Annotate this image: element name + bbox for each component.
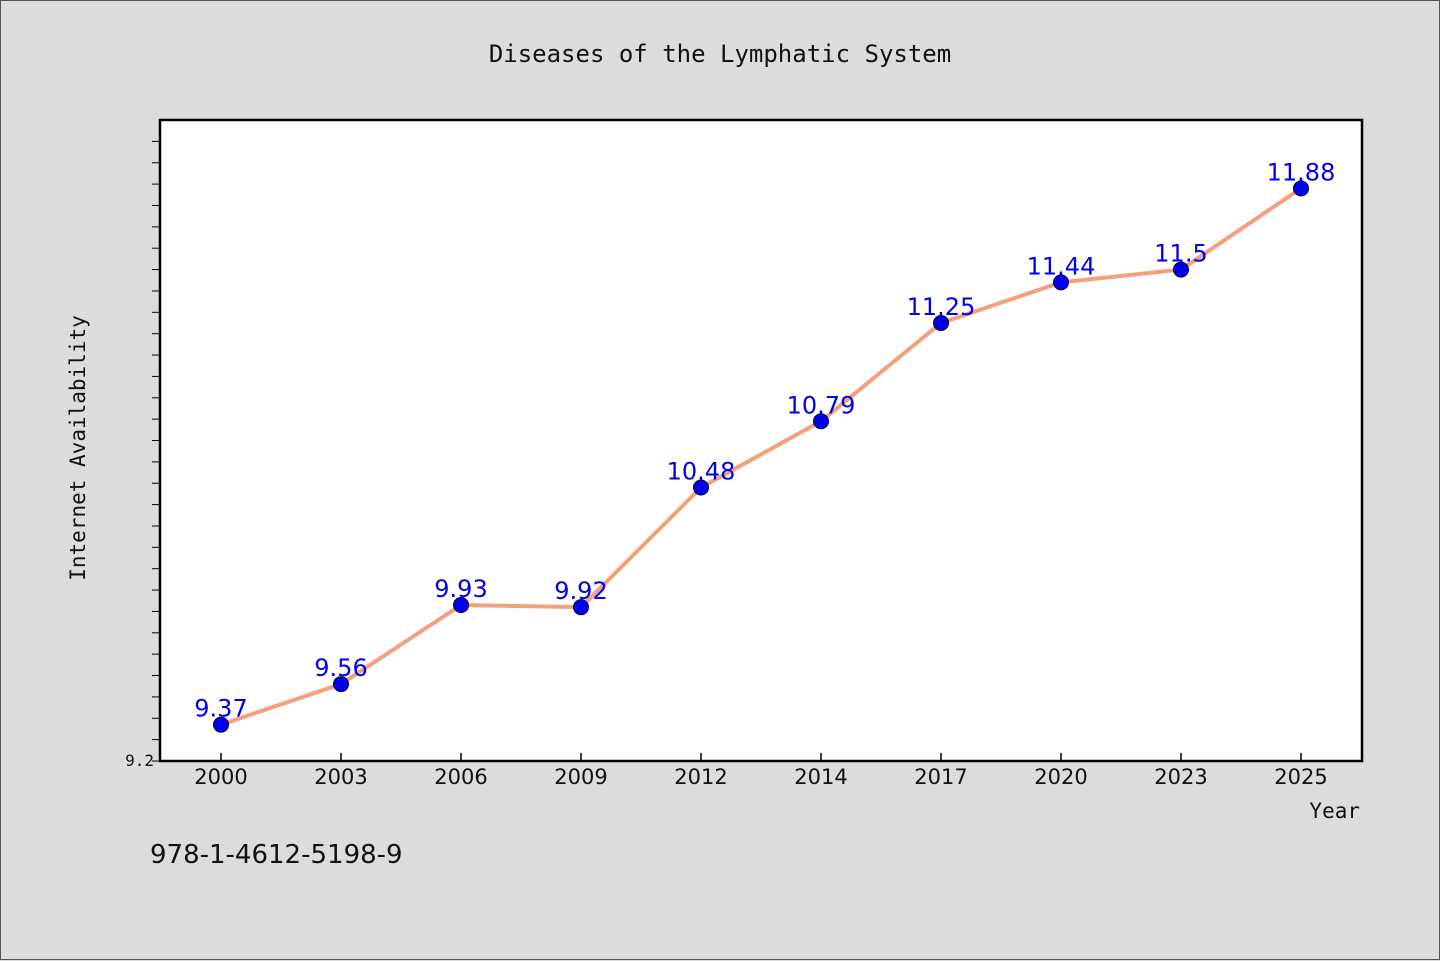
data-point (453, 597, 469, 614)
x-tick-label: 2014 (794, 765, 847, 789)
x-tick-label: 2023 (1154, 765, 1207, 789)
x-tick-label: 2017 (914, 765, 967, 789)
data-point (813, 413, 829, 430)
plot-area (158, 118, 1364, 763)
data-label: 9.56 (314, 654, 367, 682)
isbn-footer: 978-1-4612-5198-9 (150, 840, 403, 870)
data-point (1173, 261, 1189, 278)
data-markers (213, 180, 1309, 733)
x-axis-title: Year (1309, 799, 1360, 823)
data-label: 9.92 (554, 577, 607, 605)
data-label: 11.88 (1267, 158, 1336, 186)
data-label: 11.44 (1027, 252, 1096, 280)
series-line (219, 186, 1303, 727)
x-tick-label: 2025 (1274, 765, 1327, 789)
x-tick-label: 2000 (194, 765, 247, 789)
y-axis-minor-ticks (152, 140, 160, 762)
x-axis-tick-labels: 2000 2003 2006 2009 2012 2014 2017 2020 2023 2025 (194, 765, 1327, 789)
data-labels: 9.37 9.56 9.93 9.92 10.48 10.79 11.25 11.44 11.5… (194, 158, 1335, 722)
x-axis-ticks (220, 753, 1302, 761)
data-label: 11.5 (1154, 240, 1207, 268)
y-axis-tick-labels: 9.2 (125, 751, 154, 770)
data-point (333, 676, 349, 693)
data-label: 10.48 (667, 458, 736, 486)
data-label: 10.79 (787, 391, 856, 419)
data-label: 9.37 (194, 695, 247, 723)
x-tick-label: 2009 (554, 765, 607, 789)
x-tick-label: 2020 (1034, 765, 1087, 789)
data-label: 9.93 (434, 575, 487, 603)
data-point (573, 599, 589, 616)
data-label: 11.25 (907, 293, 976, 321)
data-point (213, 716, 229, 733)
y-axis-title: Internet Availability (66, 315, 90, 581)
x-tick-label: 2012 (674, 765, 727, 789)
chart-title: Diseases of the Lymphatic System (489, 40, 951, 68)
data-point (1053, 274, 1069, 291)
y-tick-label: 9.2 (125, 751, 154, 770)
data-point (933, 314, 949, 331)
data-point (1293, 180, 1309, 197)
x-tick-label: 2006 (434, 765, 487, 789)
x-tick-label: 2003 (314, 765, 367, 789)
data-point (693, 479, 709, 496)
